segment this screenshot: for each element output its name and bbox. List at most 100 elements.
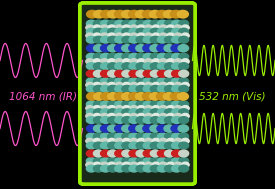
- Circle shape: [123, 59, 130, 64]
- Circle shape: [150, 125, 160, 132]
- Circle shape: [101, 59, 108, 64]
- Circle shape: [108, 45, 118, 52]
- Circle shape: [129, 20, 139, 27]
- Circle shape: [164, 70, 174, 77]
- Circle shape: [101, 28, 111, 35]
- Circle shape: [172, 36, 182, 43]
- Circle shape: [179, 101, 189, 108]
- Circle shape: [182, 59, 189, 64]
- Circle shape: [137, 113, 145, 119]
- Circle shape: [167, 138, 174, 144]
- Circle shape: [136, 101, 146, 108]
- Circle shape: [145, 33, 152, 38]
- Circle shape: [108, 36, 118, 43]
- Circle shape: [93, 25, 101, 30]
- Circle shape: [160, 82, 167, 88]
- Circle shape: [86, 28, 96, 35]
- Circle shape: [145, 59, 152, 64]
- Circle shape: [179, 63, 189, 70]
- Circle shape: [152, 33, 160, 38]
- Circle shape: [115, 150, 125, 157]
- Circle shape: [143, 101, 153, 108]
- Circle shape: [178, 45, 189, 52]
- Circle shape: [156, 10, 167, 18]
- Circle shape: [94, 85, 103, 92]
- FancyBboxPatch shape: [80, 3, 195, 184]
- Circle shape: [101, 10, 112, 18]
- Circle shape: [122, 133, 132, 140]
- Circle shape: [136, 70, 146, 77]
- Circle shape: [167, 25, 174, 30]
- Circle shape: [101, 63, 111, 70]
- Circle shape: [172, 150, 182, 157]
- Circle shape: [129, 150, 139, 157]
- Circle shape: [101, 78, 111, 85]
- Circle shape: [142, 93, 153, 100]
- Circle shape: [108, 125, 118, 132]
- Circle shape: [122, 53, 132, 60]
- Circle shape: [86, 36, 96, 43]
- Circle shape: [164, 133, 174, 140]
- Circle shape: [157, 63, 167, 70]
- Circle shape: [174, 113, 182, 119]
- Circle shape: [93, 106, 101, 111]
- Circle shape: [170, 93, 182, 100]
- Circle shape: [182, 113, 189, 119]
- Circle shape: [94, 165, 103, 172]
- Circle shape: [143, 63, 153, 70]
- Circle shape: [122, 150, 132, 157]
- Circle shape: [179, 109, 189, 116]
- Circle shape: [108, 28, 118, 35]
- Circle shape: [143, 117, 153, 123]
- Circle shape: [101, 101, 111, 108]
- Circle shape: [129, 70, 139, 77]
- Circle shape: [150, 142, 160, 149]
- Circle shape: [115, 125, 125, 132]
- Circle shape: [94, 36, 103, 43]
- Circle shape: [164, 101, 174, 108]
- Circle shape: [172, 109, 182, 116]
- Circle shape: [164, 85, 174, 92]
- Circle shape: [179, 142, 189, 149]
- Circle shape: [174, 33, 182, 38]
- Circle shape: [179, 78, 189, 85]
- Circle shape: [86, 106, 94, 111]
- Circle shape: [152, 138, 160, 144]
- Circle shape: [123, 82, 130, 88]
- Circle shape: [123, 162, 130, 167]
- Circle shape: [115, 117, 125, 123]
- Circle shape: [108, 82, 115, 88]
- Circle shape: [115, 138, 123, 144]
- Circle shape: [129, 142, 139, 149]
- Circle shape: [115, 10, 126, 18]
- Circle shape: [179, 53, 189, 60]
- Circle shape: [94, 101, 103, 108]
- Circle shape: [101, 125, 111, 132]
- Circle shape: [150, 109, 160, 116]
- Circle shape: [164, 165, 174, 172]
- Circle shape: [137, 106, 145, 111]
- Circle shape: [136, 133, 146, 140]
- Circle shape: [172, 142, 182, 149]
- Circle shape: [122, 36, 132, 43]
- Circle shape: [164, 53, 174, 60]
- Circle shape: [94, 70, 103, 77]
- Circle shape: [150, 158, 160, 164]
- Circle shape: [101, 158, 111, 164]
- Circle shape: [94, 109, 103, 116]
- Circle shape: [115, 20, 125, 27]
- Circle shape: [87, 10, 98, 18]
- Circle shape: [143, 158, 153, 164]
- Circle shape: [130, 162, 138, 167]
- Circle shape: [157, 125, 167, 132]
- Circle shape: [115, 25, 123, 30]
- Circle shape: [157, 101, 167, 108]
- Circle shape: [143, 78, 153, 85]
- Circle shape: [101, 70, 111, 77]
- Circle shape: [164, 125, 174, 132]
- Circle shape: [108, 117, 118, 123]
- Circle shape: [108, 133, 118, 140]
- Circle shape: [179, 117, 189, 123]
- Circle shape: [164, 63, 174, 70]
- Circle shape: [94, 93, 104, 100]
